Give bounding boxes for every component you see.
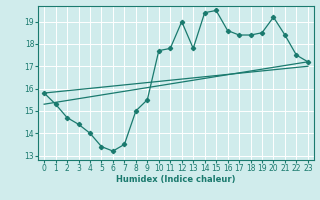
X-axis label: Humidex (Indice chaleur): Humidex (Indice chaleur) — [116, 175, 236, 184]
